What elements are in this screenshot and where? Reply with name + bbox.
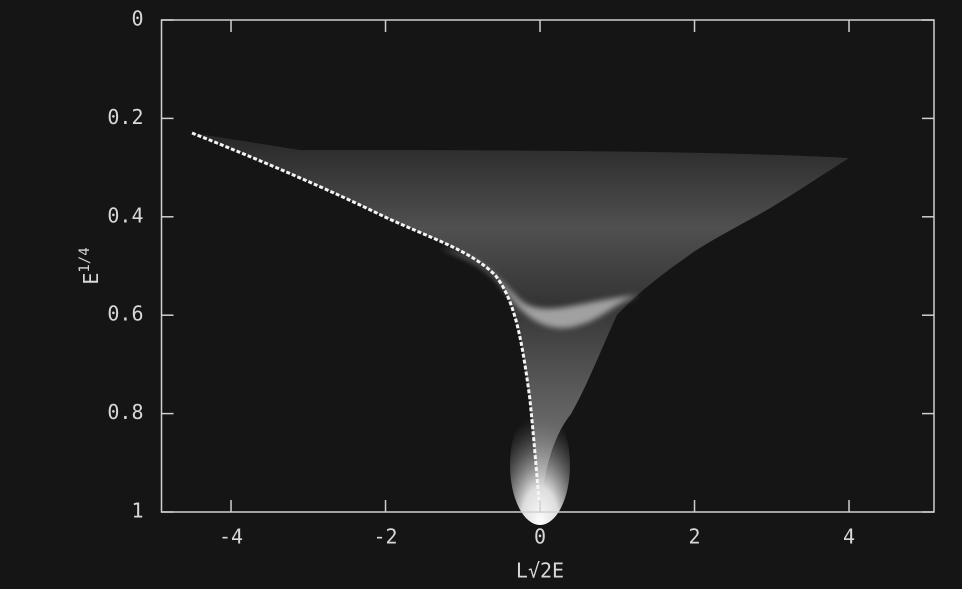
x-tick-label: 0 — [534, 525, 546, 549]
plot-frame — [160, 19, 935, 513]
y-axis-label: E1/4 — [77, 247, 103, 284]
y-tick-label: 0.2 — [107, 105, 143, 129]
x-tick-label: 2 — [689, 525, 701, 549]
y-tick-label: 0 — [131, 7, 143, 31]
density-image — [191, 131, 849, 525]
y-tick-label: 1 — [131, 499, 143, 523]
y-tick-label: 0.4 — [107, 203, 143, 227]
x-tick-label: -2 — [373, 525, 397, 549]
x-axis-label: L√2E — [516, 559, 564, 583]
y-axis-label-sup: 1/4 — [77, 247, 93, 272]
x-tick-label: -4 — [219, 525, 243, 549]
y-tick-label: 0.8 — [107, 400, 143, 424]
y-axis-label-base: E — [79, 273, 103, 285]
y-tick-label: 0.6 — [107, 302, 143, 326]
x-tick-label: 4 — [843, 525, 855, 549]
